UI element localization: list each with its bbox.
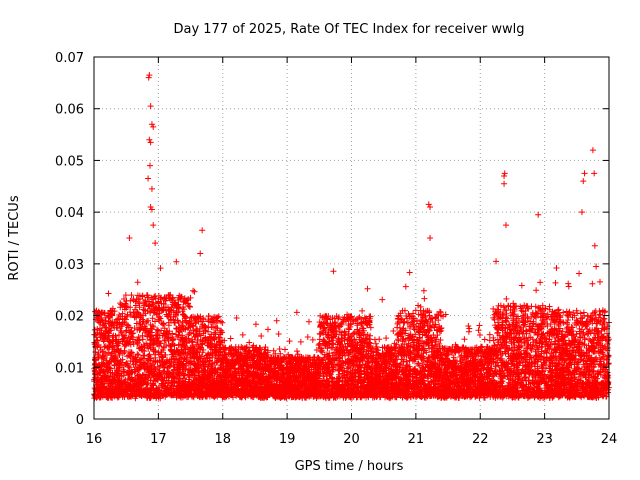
- data-point: [528, 346, 535, 353]
- data-point: [575, 359, 582, 366]
- data-point: [476, 331, 483, 338]
- data-point: [481, 336, 488, 343]
- data-point: [601, 315, 608, 322]
- chart-title: Day 177 of 2025, Rate Of TEC Index for r…: [173, 22, 524, 37]
- data-point: [404, 361, 411, 368]
- data-point: [576, 270, 583, 277]
- data-point: [324, 345, 331, 352]
- data-point: [505, 379, 512, 386]
- data-point: [526, 377, 533, 384]
- data-point: [521, 340, 528, 347]
- data-point: [189, 336, 196, 343]
- data-point: [317, 331, 324, 338]
- data-point: [213, 375, 220, 382]
- data-point: [286, 338, 293, 345]
- data-point: [421, 310, 428, 317]
- data-point: [122, 292, 129, 299]
- data-point: [160, 300, 167, 307]
- data-point: [273, 317, 280, 324]
- data-point: [420, 287, 427, 294]
- data-point: [395, 336, 402, 343]
- data-point: [402, 283, 409, 290]
- data-point: [565, 280, 572, 287]
- data-point: [258, 333, 265, 340]
- grid-layer: [94, 57, 609, 419]
- data-point: [217, 318, 224, 325]
- data-point: [513, 303, 520, 310]
- data-point: [434, 311, 441, 318]
- data-point: [486, 331, 493, 338]
- data-point: [546, 303, 553, 310]
- data-point: [160, 320, 167, 327]
- data-point: [239, 331, 246, 338]
- data-point: [421, 295, 428, 302]
- data-point: [459, 344, 466, 351]
- data-point: [553, 264, 560, 271]
- data-point: [297, 338, 304, 345]
- data-point: [321, 325, 328, 332]
- data-points: [91, 72, 612, 402]
- data-point: [594, 370, 601, 377]
- data-point: [390, 327, 397, 334]
- data-point: [406, 269, 413, 276]
- data-point: [304, 333, 311, 340]
- data-point: [135, 351, 142, 358]
- data-point: [503, 345, 510, 352]
- data-point: [252, 321, 259, 328]
- data-point: [577, 356, 584, 363]
- data-point: [589, 280, 596, 287]
- data-point: [517, 326, 524, 333]
- data-point: [105, 290, 112, 297]
- data-point: [144, 342, 151, 349]
- data-point: [309, 336, 316, 343]
- data-point: [127, 297, 134, 304]
- data-point: [570, 369, 577, 376]
- data-point: [573, 307, 580, 314]
- data-point: [584, 331, 591, 338]
- data-point: [475, 327, 482, 334]
- data-point: [538, 362, 545, 369]
- data-point: [276, 346, 283, 353]
- data-point: [329, 337, 336, 344]
- data-point: [533, 287, 540, 294]
- data-point: [493, 258, 500, 265]
- data-point: [393, 353, 400, 360]
- data-point: [294, 348, 301, 355]
- data-point: [570, 309, 577, 316]
- data-point: [116, 351, 123, 358]
- data-point: [596, 278, 603, 285]
- data-point: [521, 302, 528, 309]
- data-point: [179, 308, 186, 315]
- data-point: [460, 344, 467, 351]
- data-point: [437, 337, 444, 344]
- data-point: [465, 328, 472, 335]
- data-point: [122, 316, 129, 323]
- data-point: [372, 340, 379, 347]
- data-point: [403, 315, 410, 322]
